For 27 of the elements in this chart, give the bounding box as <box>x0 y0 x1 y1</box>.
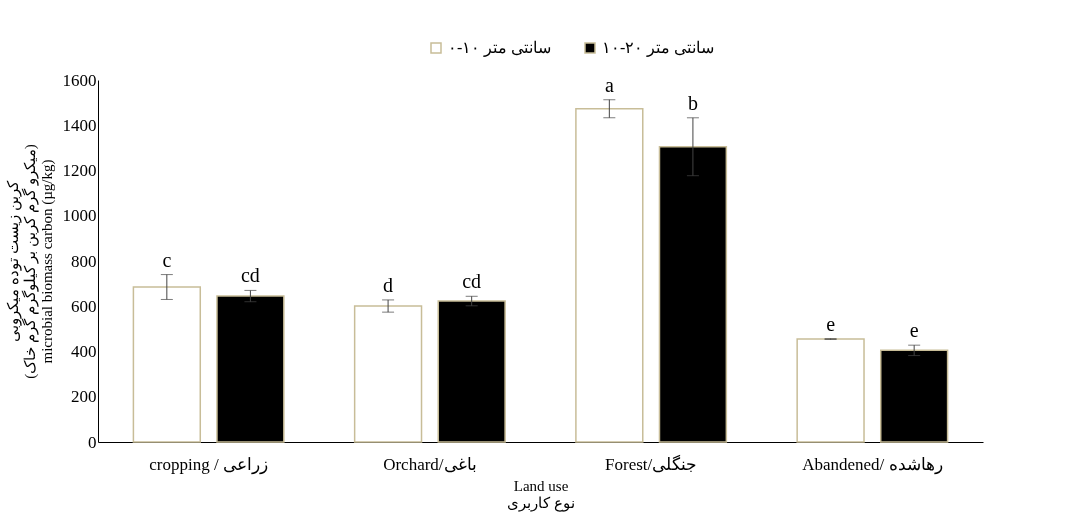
y-tick-label: 0 <box>88 432 97 452</box>
bar <box>353 305 423 443</box>
annotation: b <box>687 91 698 114</box>
annotation: a <box>604 73 614 96</box>
annotation: d <box>383 273 394 296</box>
y-tick-label: 600 <box>71 296 97 316</box>
annotation: cd <box>240 264 260 287</box>
legend-label: ۱۰-۲۰ سانتی متر <box>602 39 715 57</box>
x-tick-label: Forest/جنگلی <box>605 453 698 474</box>
y-tick-label: 400 <box>71 342 97 361</box>
x-tick-label: cropping / زراعی <box>149 454 268 475</box>
bar <box>796 338 865 443</box>
y-tick-label: 1400 <box>62 115 97 135</box>
x-tick-label: Abandened/ رهاشده <box>802 454 943 475</box>
annotation: e <box>826 312 836 335</box>
y-tick-label: 200 <box>71 387 97 407</box>
annotation: cd <box>462 270 482 293</box>
bar <box>575 107 644 443</box>
y-tick-label: 1200 <box>62 161 97 180</box>
annotation: e <box>909 319 919 342</box>
bar <box>132 286 202 443</box>
legend-label: ۰-۱۰ سانتی متر <box>448 39 552 57</box>
y-tick-label: 1600 <box>62 70 97 90</box>
annotation: c <box>162 248 172 271</box>
y-tick-label: 1000 <box>62 206 97 226</box>
x-tick-label: Orchard/باغی <box>383 454 477 474</box>
y-tick-label: 800 <box>71 251 97 271</box>
